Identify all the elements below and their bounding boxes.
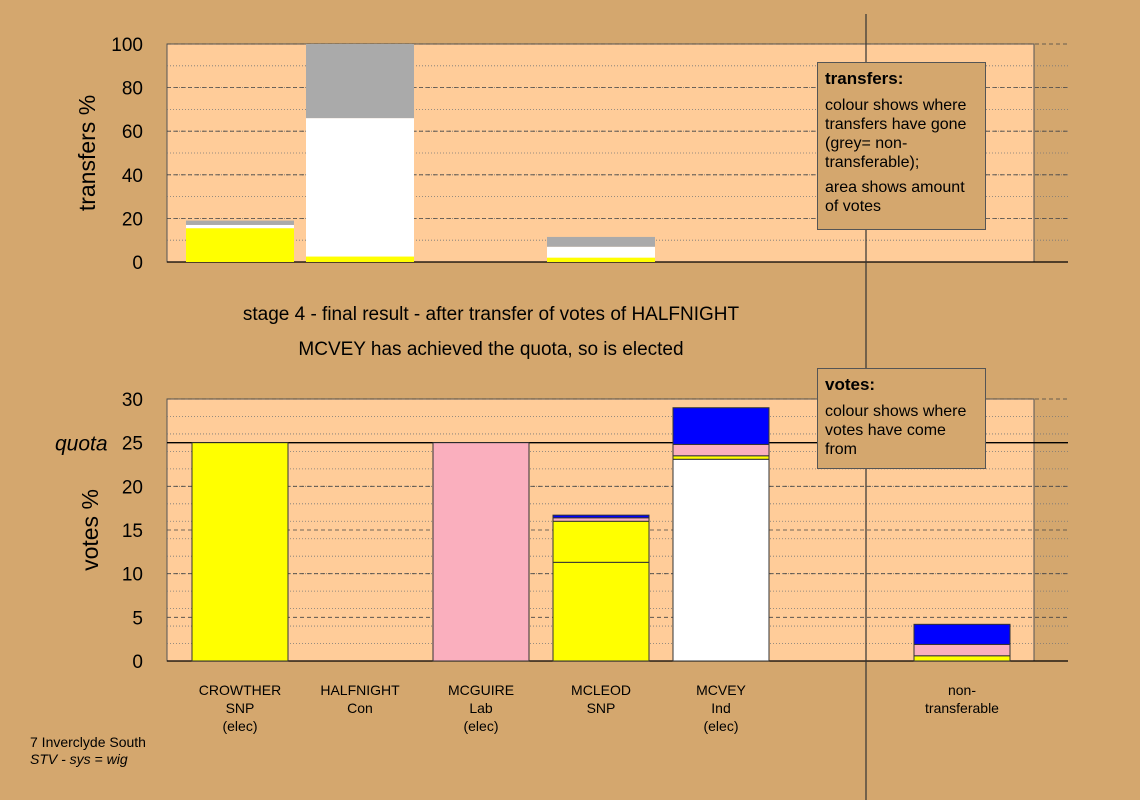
candidate-label-mcleod: MCLEOD SNP — [541, 681, 661, 717]
candidate-party: Lab — [469, 700, 493, 716]
bar-segment — [432, 442, 530, 662]
y-tick-label: 20 — [122, 209, 143, 230]
bar-segment — [306, 118, 414, 257]
bar-segment — [552, 514, 650, 519]
votes-legend: votes: colour shows where votes have com… — [817, 368, 986, 469]
bar-segment — [672, 407, 770, 445]
bar-segment — [306, 256, 414, 262]
votes-chart: 0 5 10 15 20 25 30 votes % quota — [55, 390, 1068, 673]
y-tick-label: 0 — [132, 652, 143, 673]
bar-segment — [547, 236, 655, 247]
voting-system: STV - sys = wig — [30, 751, 128, 767]
candidate-label-crowther: CROWTHER SNP (elec) — [180, 681, 300, 735]
bar-segment — [186, 220, 294, 225]
candidate-status: (elec) — [463, 718, 499, 734]
candidate-label-non-transferable: non- transferable — [902, 681, 1022, 717]
y-tick-label: 10 — [122, 565, 143, 586]
transfers-legend-text-area: area shows amount of votes — [825, 179, 965, 215]
bar-segment — [672, 455, 770, 460]
y-tick-label: 20 — [122, 477, 143, 498]
bar-segment — [191, 442, 289, 662]
candidate-name: MCGUIRE — [447, 682, 515, 698]
bar-segment — [552, 517, 650, 522]
bar-segment — [547, 257, 655, 262]
bar-segment — [547, 246, 655, 258]
bar-segment — [186, 228, 294, 262]
candidate-name: MCLEOD — [571, 682, 631, 698]
candidate-name: CROWTHER — [198, 682, 282, 698]
candidate-party: SNP — [586, 700, 616, 716]
votes-legend-heading: votes: — [825, 375, 876, 394]
y-tick-label: 5 — [132, 608, 143, 629]
y-tick-label: 40 — [122, 166, 143, 187]
candidate-party: transferable — [925, 700, 999, 716]
candidate-party: Con — [347, 700, 373, 716]
votes-legend-text: colour shows where votes have come from — [825, 403, 967, 458]
candidate-label-mcvey: MCVEY Ind (elec) — [661, 681, 781, 735]
bar-segment — [306, 44, 414, 119]
y-tick-label: 80 — [122, 79, 143, 100]
candidate-status: (elec) — [703, 718, 739, 734]
candidate-party: Ind — [711, 700, 731, 716]
candidate-name: non- — [947, 682, 977, 698]
ward-name: 7 Inverclyde South — [30, 734, 146, 750]
y-tick-label: 60 — [122, 122, 143, 143]
y-tick-label: 25 — [122, 434, 143, 455]
transfers-legend-heading: transfers: — [825, 69, 904, 88]
stage-title: stage 4 - final result - after transfer … — [242, 304, 740, 325]
bar-segment — [552, 561, 650, 662]
candidate-label-halfnight: HALFNIGHT Con — [300, 681, 420, 717]
bar-segment — [186, 224, 294, 229]
bar-segment — [913, 623, 1011, 645]
y-tick-label: 15 — [122, 521, 143, 542]
quota-label: quota — [55, 433, 108, 456]
footer: 7 Inverclyde South STV - sys = wig — [30, 734, 146, 768]
transfers-legend-text-colour: colour shows where transfers have gone (… — [825, 97, 967, 171]
bar-segment — [672, 458, 770, 662]
candidate-party: SNP — [225, 700, 255, 716]
candidate-label-mcguire: MCGUIRE Lab (elec) — [421, 681, 541, 735]
y-axis-label: transfers % — [74, 95, 100, 211]
y-tick-label: 0 — [132, 253, 143, 274]
bar-segment — [913, 655, 1011, 662]
y-tick-label: 30 — [122, 390, 143, 411]
candidate-name: MCVEY — [696, 682, 746, 698]
bar-segment — [913, 643, 1011, 657]
candidate-status: (elec) — [222, 718, 258, 734]
candidate-name: HALFNIGHT — [320, 682, 400, 698]
y-tick-label: 100 — [111, 35, 143, 56]
quota-status-title: MCVEY has achieved the quota, so is elec… — [298, 339, 684, 360]
bar-segment — [672, 443, 770, 457]
y-axis-label: votes % — [77, 489, 103, 571]
bar-segment — [552, 520, 650, 563]
transfers-legend: transfers: colour shows where transfers … — [817, 62, 986, 230]
